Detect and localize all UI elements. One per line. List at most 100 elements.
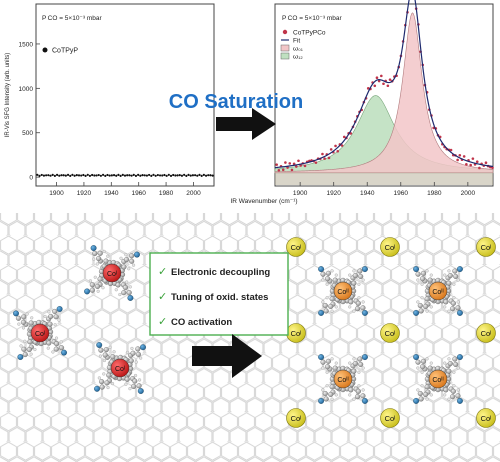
left-data-point <box>169 174 173 177</box>
hydrogen-atom <box>420 370 424 374</box>
carbon-atom <box>129 258 135 264</box>
nitrogen-atom <box>456 309 463 316</box>
left-data-point <box>115 174 118 177</box>
left-data-point <box>204 174 208 177</box>
hydrogen-atom <box>325 384 329 388</box>
carbon-atom <box>450 300 456 306</box>
hydrogen-atom <box>92 257 96 261</box>
left-data-point <box>93 174 96 177</box>
adatom-sphere <box>476 408 496 428</box>
carbon-atom <box>122 284 128 291</box>
hydrogen-atom <box>425 269 429 273</box>
hydrogen-atom <box>25 312 29 316</box>
right-data-point <box>484 161 488 164</box>
right-data-point <box>342 135 346 139</box>
left-data-point <box>183 173 186 176</box>
cobalt-center <box>333 369 353 389</box>
carbon-atom <box>455 305 461 311</box>
nitrogen-atom <box>61 349 67 356</box>
carbon-atom <box>103 258 109 264</box>
carbon-atom <box>348 299 354 305</box>
nitrogen-atom <box>90 245 97 252</box>
hydrogen-atom <box>119 256 123 260</box>
right-data-point <box>373 84 377 88</box>
hydrogen-atom <box>134 373 138 378</box>
left-data-point <box>185 174 188 177</box>
left-spectrum-plot: P CO = 5×10⁻³ mbar CoTPyP IR-Vis SFG Int… <box>5 3 215 197</box>
hydrogen-atom <box>330 397 334 401</box>
carbon-atom <box>121 264 127 270</box>
carbon-atom <box>325 364 331 370</box>
right-legend-omega12-label: ω₁₂ <box>293 54 303 61</box>
carbon-atom <box>452 356 458 362</box>
left-data-point <box>99 174 103 177</box>
nitrogen-atom <box>361 266 368 273</box>
left-data-point <box>194 174 197 177</box>
carbon-atom <box>423 391 429 397</box>
adatom-sphere <box>286 237 306 257</box>
callout-item-1: Electronic decoupling <box>171 267 270 278</box>
left-data-point <box>75 174 78 177</box>
hydrogen-atom <box>29 352 33 356</box>
right-data-point <box>475 160 479 164</box>
hydrogen-atom <box>17 322 21 326</box>
carbon-atom <box>22 351 28 358</box>
carbon-atom <box>325 358 331 364</box>
carbon-atom <box>450 306 456 312</box>
left-data-point <box>202 173 205 176</box>
hydrogen-atom <box>132 263 136 267</box>
right-data-point <box>321 152 324 156</box>
carbon-atom <box>358 361 364 367</box>
left-data-point <box>167 173 170 176</box>
carbon-atom <box>97 276 103 282</box>
substrate-lattice <box>0 213 500 462</box>
right-data-point <box>303 164 307 168</box>
left-data-point <box>73 174 76 177</box>
left-data-point <box>91 173 94 177</box>
left-data-point <box>198 173 201 176</box>
nitrogen-atom <box>456 397 463 404</box>
right-spectrum-plot: P CO = 5×10⁻³ mbar CoTPyPCo Fit ω₀₁ ω₁₂ … <box>274 0 494 197</box>
carbon-atom <box>320 359 326 365</box>
hydrogen-atom <box>125 280 129 284</box>
cobalt-label: Coᴵ <box>107 271 117 278</box>
left-data-point <box>207 174 210 177</box>
nitrogen-atom <box>413 309 420 316</box>
right-legend-marker-points <box>282 29 288 35</box>
carbon-atom <box>355 388 361 394</box>
carbon-atom <box>47 321 53 327</box>
hydrogen-atom <box>46 346 50 350</box>
left-data-point <box>187 173 190 177</box>
carbon-atom <box>21 346 27 352</box>
carbon-atom <box>123 257 130 263</box>
hydrogen-atom <box>138 378 142 382</box>
adatom-sphere <box>286 408 306 428</box>
left-data-point <box>112 174 116 177</box>
carbon-atom <box>455 393 461 399</box>
callout-item-2: Tuning of oxid. states <box>171 292 268 303</box>
right-data-point <box>277 168 281 172</box>
right-x-tick-label: 1900 <box>293 190 308 197</box>
carbon-atom <box>94 283 101 289</box>
carbon-atom <box>329 384 335 390</box>
left-data-point <box>121 173 124 176</box>
surface-scheme: Coᴵ Coᴵ Coᴵ Coᴵᴵ Coᴵᴵ Coᴵᴵ Coᴵᴵ Coᴵ Coᴵ Coᴵ Coᴵ Coᴵ… <box>0 213 500 462</box>
right-data-point <box>290 168 294 172</box>
carbon-atom <box>452 268 458 274</box>
nitrogen-atom <box>84 288 91 295</box>
carbon-atom <box>96 255 102 262</box>
hydrogen-atom <box>130 346 134 350</box>
carbon-atom <box>89 282 95 288</box>
carbon-atom <box>99 384 105 390</box>
hydrogen-atom <box>321 388 325 392</box>
cobalt-adatom: Coᴵ <box>380 408 400 428</box>
carbon-atom <box>424 384 430 390</box>
hydrogen-atom <box>447 309 451 313</box>
carbon-atom <box>332 277 338 283</box>
left-data-point <box>104 174 107 177</box>
hydrogen-atom <box>101 286 105 290</box>
hydrogen-atom <box>19 344 23 348</box>
hydrogen-atom <box>93 275 97 279</box>
left-data-point <box>200 174 203 177</box>
